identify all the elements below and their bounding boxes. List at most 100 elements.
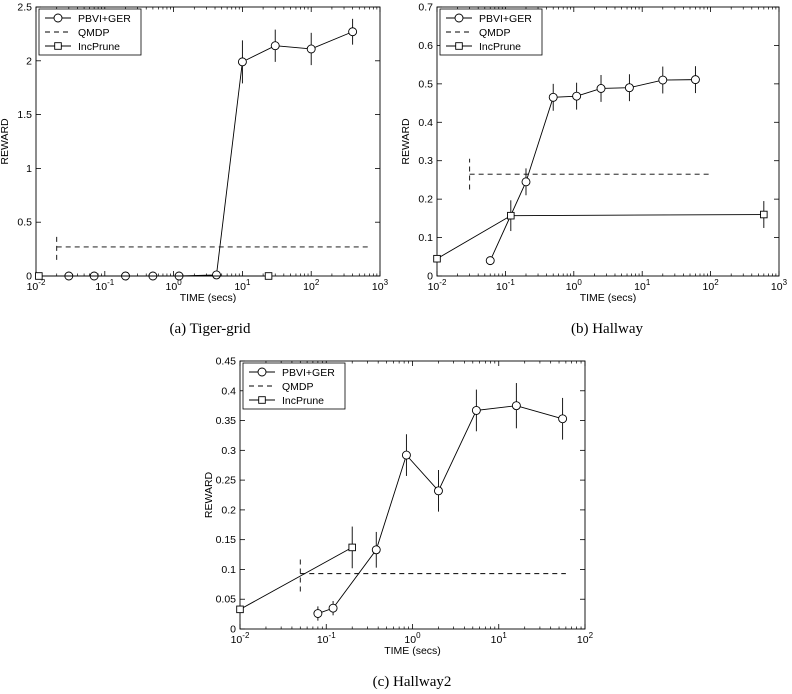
series-line [239, 547, 353, 610]
legend-marker-square [258, 396, 266, 404]
y-tick-label: 0.15 [216, 534, 237, 546]
y-tick-label: 0.05 [216, 594, 237, 606]
data-point-circle [212, 270, 221, 280]
plot-area [436, 6, 780, 277]
y-tick-label: 0.1 [221, 564, 236, 576]
data-point-square [507, 211, 515, 220]
data-point-circle [313, 609, 323, 618]
data-point-circle [558, 414, 568, 424]
data-point-circle [401, 450, 411, 460]
x-tick-label: 10-1 [317, 631, 336, 646]
chart-caption: (c) Hallway2 [373, 674, 452, 690]
series-line [317, 405, 563, 614]
y-tick-label: 0.1 [418, 232, 433, 244]
y-axis-label: REWARD [400, 118, 412, 165]
series-pbvi-ger [64, 18, 358, 281]
y-tick-label: 0.4 [418, 117, 433, 129]
legend: PBVI+GER QMDP IncPrune [242, 362, 346, 410]
x-tick-label: 10-1 [95, 278, 114, 293]
legend-label: PBVI+GER [282, 367, 335, 379]
x-tick-label: 100 [566, 278, 583, 293]
data-point-square [433, 254, 441, 263]
y-tick-label: 0.2 [418, 194, 433, 206]
y-axis-label: REWARD [0, 118, 11, 165]
legend-label: IncPrune [78, 41, 120, 53]
data-point-circle [328, 603, 338, 613]
x-tick-label: 10-2 [231, 631, 250, 646]
legend-marker-square [54, 42, 62, 50]
data-point-square [236, 605, 244, 614]
chart-caption: (a) Tiger-grid [170, 321, 251, 337]
data-point-circle [306, 44, 316, 54]
legend-marker-circle [53, 13, 63, 23]
y-tick-label: 0.3 [418, 155, 433, 167]
data-point-circle [572, 91, 582, 101]
data-point-circle [511, 401, 521, 411]
y-tick-label: 0.7 [418, 2, 433, 14]
y-tick-label: 0.25 [216, 475, 237, 487]
y-tick-label: 0.35 [216, 415, 237, 427]
series-qmdp [299, 555, 566, 592]
chart-panel-1: 10-2 10-1 100 101 102 103 0 0.5 1 1.5 2 2.5 TIME (se… [0, 2, 389, 338]
legend-label: QMDP [282, 381, 314, 393]
legend: PBVI+GER QMDP IncPrune [38, 8, 142, 56]
legend-marker-square [455, 42, 463, 50]
x-tick-label: 10-2 [27, 278, 46, 293]
data-point-circle [658, 75, 668, 85]
x-tick-label: 101 [491, 631, 508, 646]
y-tick-label: 0.45 [216, 356, 237, 368]
y-tick-label: 0.3 [221, 445, 236, 457]
data-point-circle [471, 405, 481, 415]
legend-label: QMDP [78, 27, 110, 39]
y-tick-label: 0 [26, 271, 32, 283]
y-tick-label: 1.5 [17, 109, 32, 121]
y-tick-label: 0.6 [418, 40, 433, 52]
y-tick-label: 0.2 [221, 504, 236, 516]
chart-panel-2: 10-2 10-1 100 101 102 103 0 0.1 0.2 0.3 0.4 0.5 0.6 0… [400, 2, 788, 338]
x-tick-label: 103 [372, 278, 389, 293]
x-tick-label: 102 [303, 278, 320, 293]
y-tick-label: 2 [26, 55, 32, 67]
series-incprune [35, 272, 273, 280]
x-tick-label: 10-1 [496, 278, 515, 293]
data-point-circle [371, 545, 381, 555]
data-point-circle [521, 177, 531, 187]
legend-label: IncPrune [282, 395, 324, 407]
y-tick-label: 0 [230, 624, 236, 636]
y-tick-label: 0 [427, 271, 433, 283]
x-tick-label: 102 [577, 631, 594, 646]
series-incprune [433, 200, 768, 263]
series-line [489, 79, 696, 261]
chart-panel-3: 10-2 10-1 100 101 102 0 0.05 0.1 0.15 0.2 0.25 0.3 0… [203, 356, 594, 691]
y-tick-label: 0.5 [17, 217, 32, 229]
x-tick-label: 10-2 [428, 278, 447, 293]
legend-label: PBVI+GER [78, 13, 131, 25]
x-axis-label: TIME (secs) [180, 292, 237, 304]
data-point-circle [270, 41, 280, 51]
data-point-circle [485, 256, 495, 266]
x-tick-label: 100 [166, 278, 183, 293]
series-pbvi-ger [485, 66, 700, 266]
legend-marker-circle [454, 13, 464, 23]
y-tick-label: 0.4 [221, 385, 236, 397]
x-axis-label: TIME (secs) [580, 292, 637, 304]
data-point-circle [237, 57, 247, 67]
legend-label: PBVI+GER [479, 13, 532, 25]
data-point-square [264, 272, 273, 280]
data-point-square [760, 210, 768, 219]
legend-label: IncPrune [479, 41, 521, 53]
y-axis-label: REWARD [203, 471, 215, 518]
legend-label: QMDP [479, 27, 511, 39]
data-point-square [348, 543, 356, 552]
x-tick-label: 100 [404, 631, 421, 646]
legend: PBVI+GER QMDP IncPrune [439, 8, 543, 56]
series-qmdp [56, 234, 370, 260]
data-point-circle [548, 92, 558, 102]
x-tick-label: 101 [634, 278, 651, 293]
chart-caption: (b) Hallway [571, 321, 644, 337]
x-tick-label: 102 [703, 278, 720, 293]
data-point-circle [624, 83, 634, 93]
x-tick-label: 101 [234, 278, 251, 293]
data-point-circle [348, 27, 358, 37]
